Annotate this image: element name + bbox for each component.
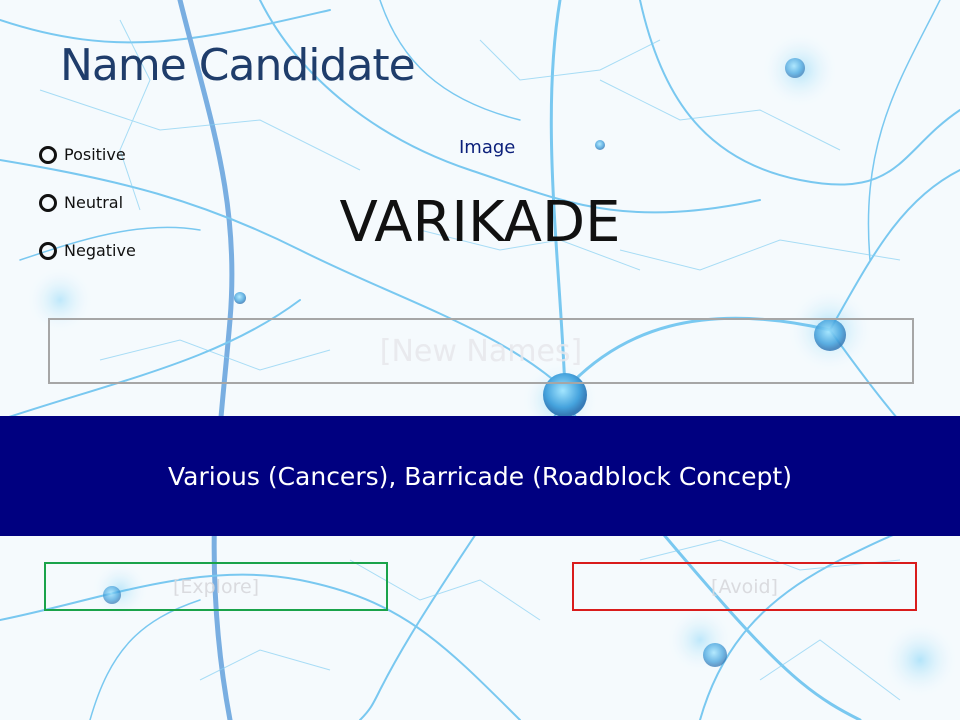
rating-option-label: Positive — [64, 145, 126, 164]
slide-title: Name Candidate — [60, 40, 416, 91]
radio-circle-icon[interactable] — [39, 145, 57, 164]
explore-box[interactable]: [Explore] — [44, 562, 388, 611]
new-names-field[interactable]: [New Names] — [48, 318, 914, 384]
rating-option-neutral[interactable]: Neutral — [39, 193, 123, 212]
rationale-text: Various (Cancers), Barricade (Roadblock … — [168, 461, 792, 491]
avoid-label: [Avoid] — [711, 575, 778, 598]
explore-label: [Explore] — [172, 575, 260, 598]
new-names-placeholder: [New Names] — [379, 333, 583, 369]
rating-option-label: Neutral — [64, 193, 124, 212]
image-label: Image — [459, 137, 516, 158]
radio-circle-icon[interactable] — [39, 193, 57, 212]
avoid-box[interactable]: [Avoid] — [572, 562, 917, 611]
rating-option-label: Negative — [64, 241, 136, 260]
rating-option-positive[interactable]: Positive — [39, 145, 126, 164]
radio-circle-icon[interactable] — [39, 241, 57, 260]
rating-option-negative[interactable]: Negative — [39, 241, 136, 260]
rationale-banner: Various (Cancers), Barricade (Roadblock … — [0, 416, 960, 536]
candidate-name: VARIKADE — [339, 190, 621, 255]
